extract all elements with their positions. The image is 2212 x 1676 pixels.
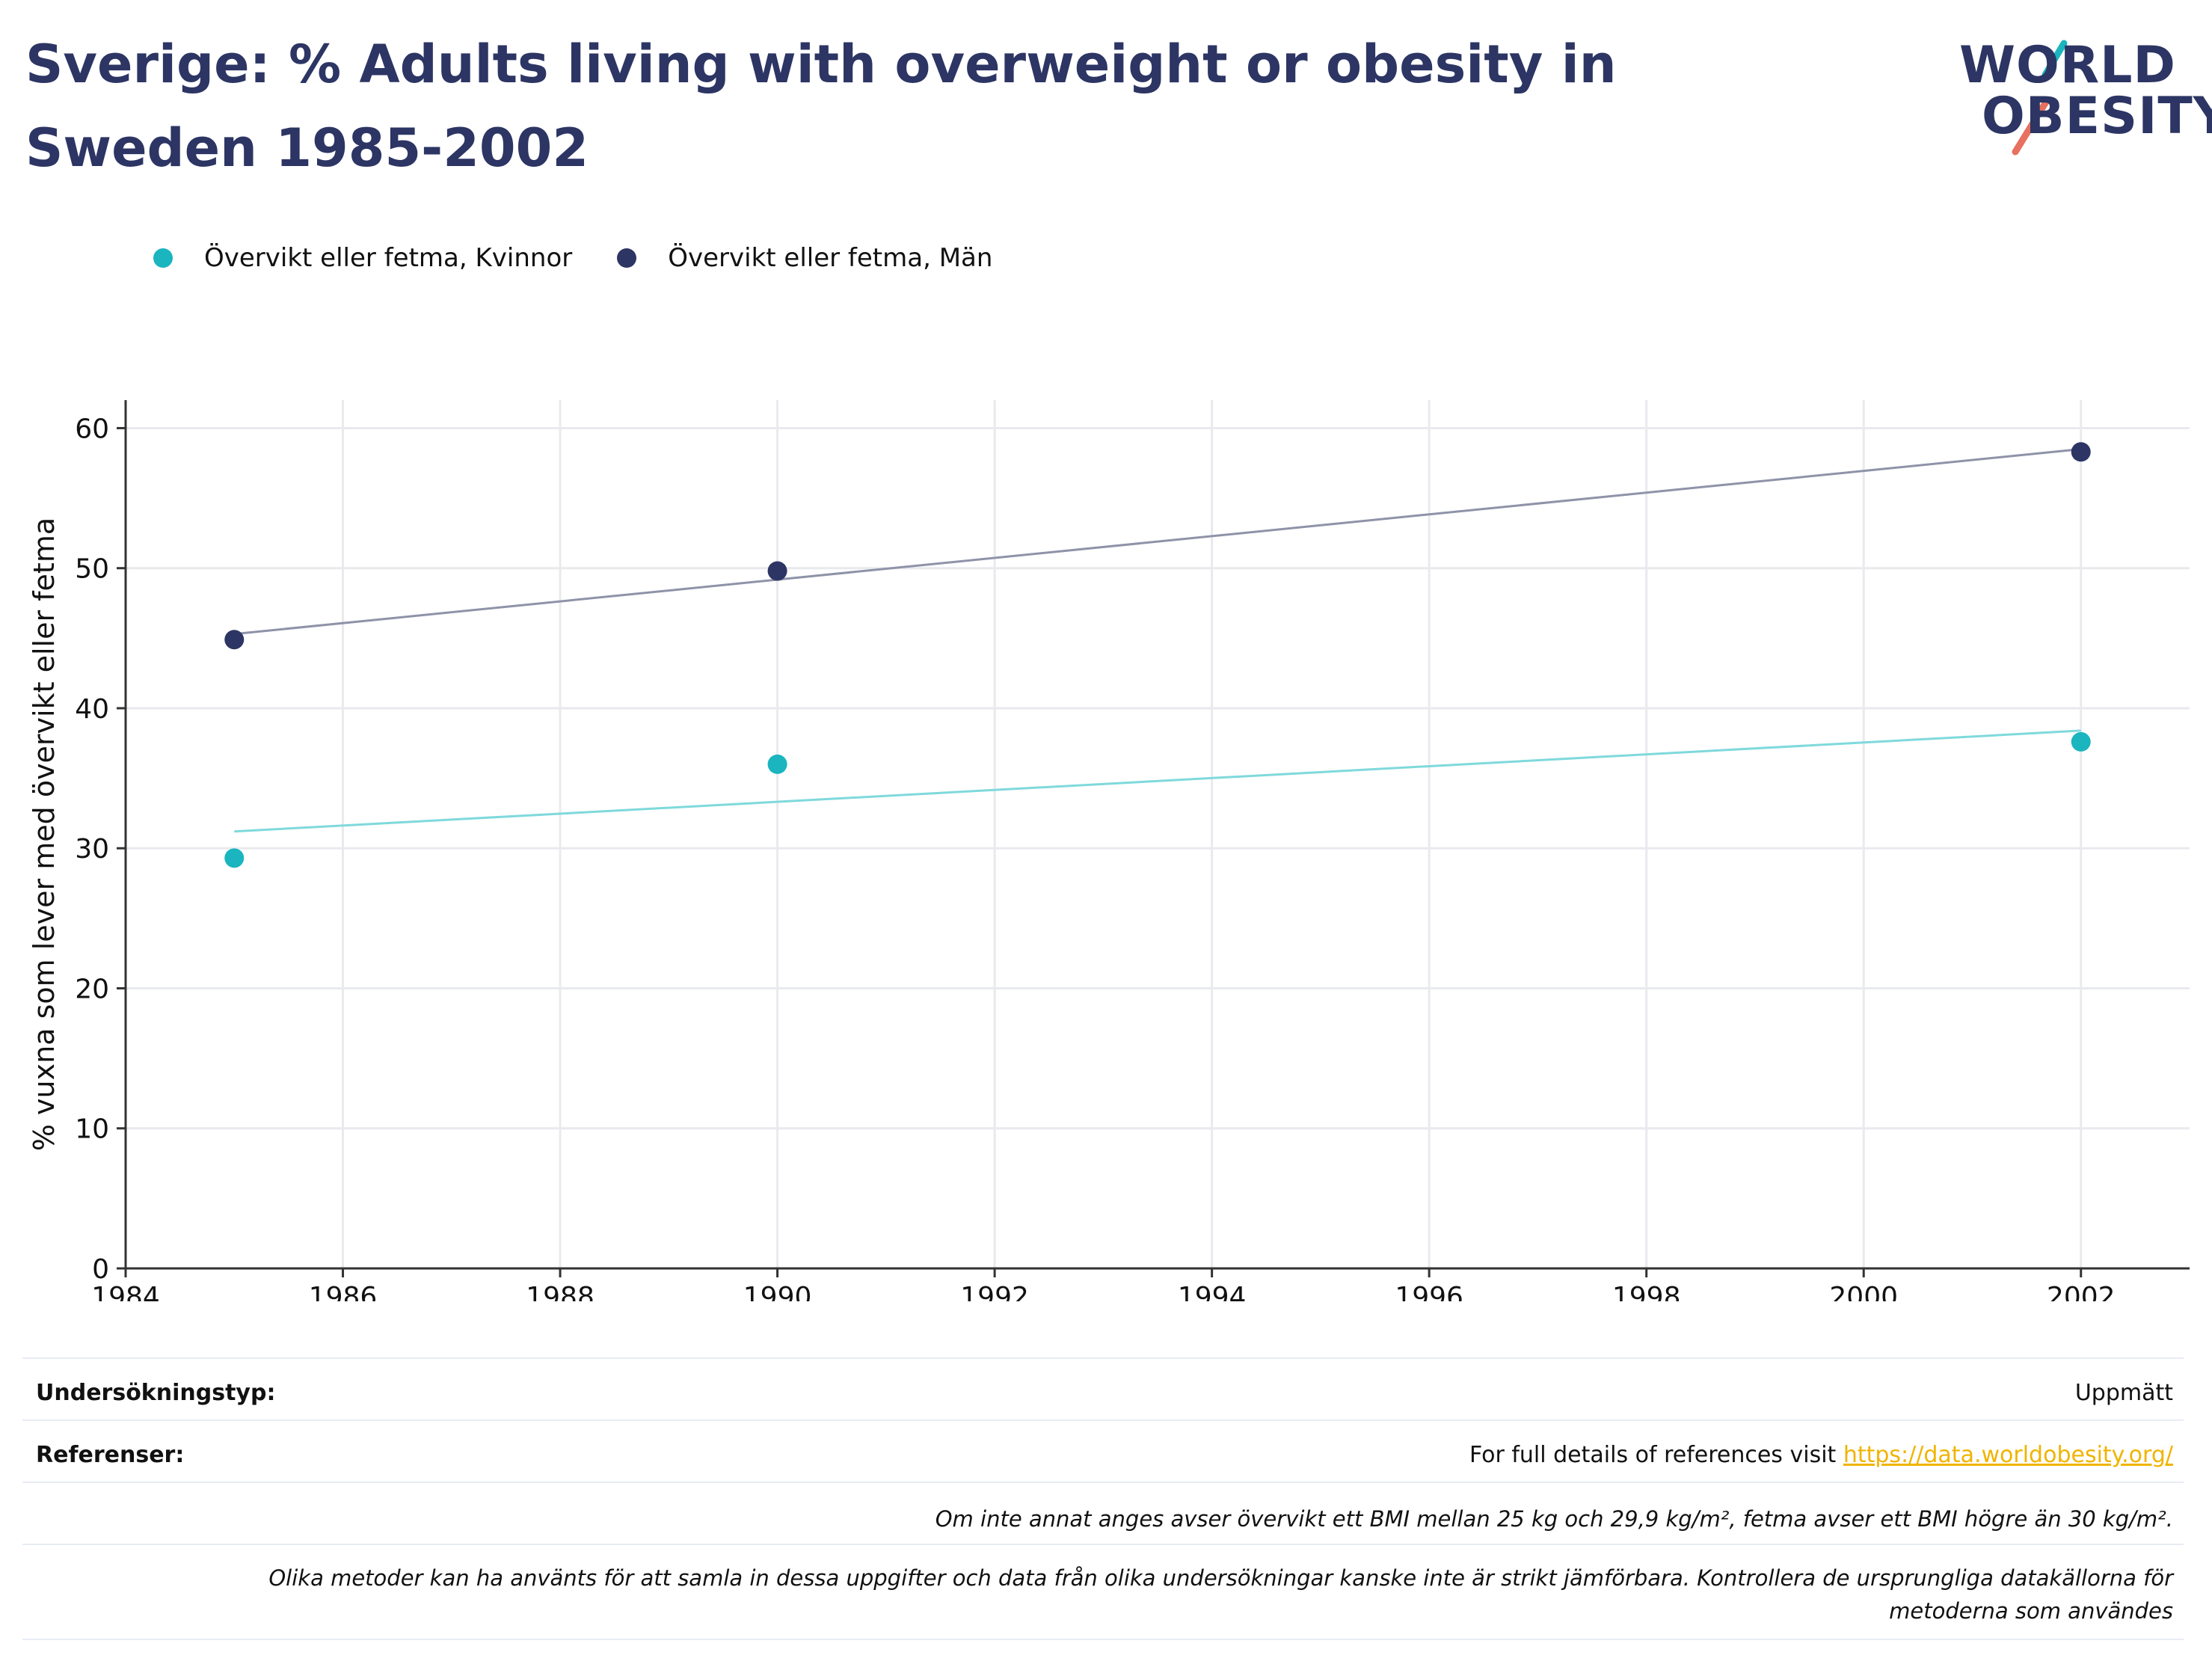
- methods-note-line1: Olika metoder kan ha använts för att sam…: [268, 1565, 2173, 1591]
- footer-survey-type-row: Undersökningstyp: Uppmätt: [22, 1357, 2184, 1420]
- trendline-men: [234, 448, 2081, 636]
- references-link[interactable]: https://data.worldobesity.org/: [1843, 1442, 2173, 1468]
- data-point-men: [2071, 442, 2091, 462]
- x-tick-label: 1992: [960, 1282, 1029, 1301]
- world-obesity-logo[interactable]: WORLD OBESITY: [1952, 21, 2212, 163]
- chart-legend: Övervikt eller fetma, Kvinnor Övervikt e…: [153, 243, 1037, 273]
- survey-type-label: Undersökningstyp:: [36, 1380, 276, 1406]
- x-tick-label: 2000: [1829, 1282, 1898, 1301]
- methods-note-line2: metoderna som användes: [1889, 1598, 2173, 1624]
- methods-note: Olika metoder kan ha använts för att sam…: [79, 1562, 2173, 1627]
- legend-marker-men: [617, 248, 637, 268]
- references-value: For full details of references visit htt…: [1469, 1442, 2173, 1468]
- legend-label-women: Övervikt eller fetma, Kvinnor: [204, 243, 573, 273]
- logo-text-obesity: OBESITY: [1982, 87, 2212, 146]
- x-tick-label: 1998: [1612, 1282, 1681, 1301]
- footer-note-bmi-row: Om inte annat anges avser övervikt ett B…: [22, 1482, 2184, 1544]
- survey-type-value: Uppmätt: [2074, 1380, 2173, 1406]
- data-point-women: [2071, 731, 2091, 752]
- y-tick-label: 40: [75, 694, 109, 725]
- x-tick-label: 1988: [526, 1282, 595, 1301]
- data-point-men: [767, 561, 787, 581]
- y-tick-label: 50: [75, 554, 109, 585]
- data-point-women: [224, 848, 245, 868]
- x-tick-label: 1990: [743, 1282, 812, 1301]
- legend-label-men: Övervikt eller fetma, Män: [668, 243, 993, 273]
- legend-item-women[interactable]: Övervikt eller fetma, Kvinnor: [153, 243, 572, 273]
- y-tick-label: 60: [75, 414, 109, 444]
- logo-slash-icon: [2012, 40, 2068, 156]
- y-tick-label: 0: [92, 1254, 109, 1285]
- footer-references-row: Referenser: For full details of referenc…: [22, 1419, 2184, 1482]
- bmi-definition-note: Om inte annat anges avser övervikt ett B…: [935, 1506, 2173, 1532]
- x-tick-label: 2002: [2047, 1282, 2116, 1301]
- data-point-men: [224, 630, 245, 650]
- legend-marker-women: [153, 248, 173, 268]
- scatter-chart: 1984 1986 1988 1990 1992 1994 1996 1998 2000 2002…: [28, 400, 2190, 1301]
- x-tick-label: 1994: [1178, 1282, 1247, 1301]
- x-tick-label: 1986: [309, 1282, 378, 1301]
- x-tick-label: 1996: [1395, 1282, 1463, 1301]
- references-text: For full details of references visit: [1469, 1442, 1843, 1468]
- footer-note-methods-row: Olika metoder kan ha använts för att sam…: [22, 1544, 2184, 1640]
- trendline-women: [234, 729, 2081, 833]
- x-tick-label: 1984: [91, 1282, 160, 1301]
- legend-item-men[interactable]: Övervikt eller fetma, Män: [617, 243, 992, 273]
- data-point-women: [767, 754, 787, 774]
- logo-text-world: WORLD: [1959, 36, 2176, 95]
- y-axis-label: % vuxna som lever med övervikt eller fet…: [28, 518, 61, 1151]
- y-tick-label: 20: [75, 974, 109, 1004]
- y-tick-label: 30: [75, 834, 109, 865]
- references-label: Referenser:: [36, 1442, 185, 1468]
- y-tick-label: 10: [75, 1114, 109, 1145]
- chart-title: Sverige: % Adults living with overweight…: [25, 34, 1617, 179]
